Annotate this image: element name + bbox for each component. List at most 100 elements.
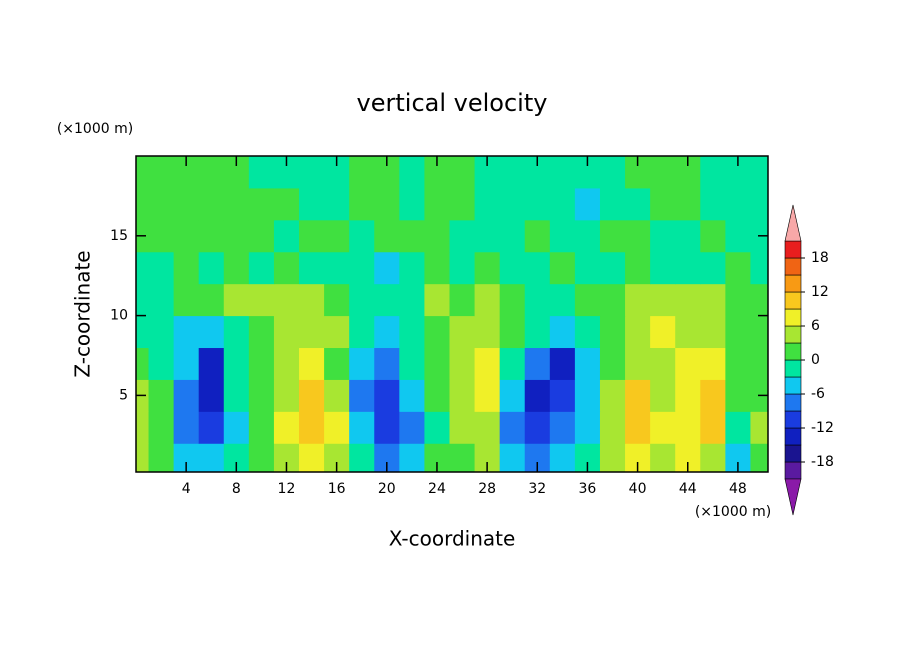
contour-cell <box>374 379 400 412</box>
contour-cell <box>725 187 751 221</box>
contour-cell <box>248 443 275 472</box>
contour-cell <box>273 315 300 349</box>
contour-cell <box>449 156 476 189</box>
contour-cell <box>499 283 526 317</box>
contour-cell <box>650 219 676 253</box>
contour-cell <box>198 411 225 444</box>
contour-cell <box>675 251 701 285</box>
contour-cell <box>424 347 450 380</box>
contour-cell <box>599 411 626 444</box>
contour-cell <box>148 251 175 285</box>
x-tick-label: 28 <box>478 481 496 497</box>
contour-cell <box>273 219 300 253</box>
x-tick-label: 4 <box>182 481 191 497</box>
contour-cell <box>650 443 676 472</box>
contour-cell <box>650 251 676 285</box>
contour-cell <box>574 219 601 253</box>
contour-cell <box>273 347 300 380</box>
contour-cell <box>223 251 250 285</box>
contour-cell <box>299 187 325 221</box>
contour-cell <box>136 347 150 380</box>
contour-cell <box>136 187 150 221</box>
contour-cell <box>449 187 476 221</box>
contour-cell <box>499 219 526 253</box>
y-tick-label: 5 <box>119 387 128 403</box>
contour-cell <box>399 187 425 221</box>
contour-cell <box>574 187 601 221</box>
contour-cell <box>173 315 200 349</box>
contour-cell <box>524 219 551 253</box>
x-tick-label: 16 <box>328 481 346 497</box>
contour-cell <box>399 219 425 253</box>
contour-cell <box>399 251 425 285</box>
contour-cell <box>499 251 526 285</box>
contour-cell <box>599 187 626 221</box>
contour-cell <box>173 219 200 253</box>
colorbar-tick-label: -6 <box>811 386 825 402</box>
contour-cell <box>248 379 275 412</box>
contour-cell <box>725 379 751 412</box>
y-tick-label: 10 <box>110 308 128 324</box>
contour-cell <box>223 187 250 221</box>
x-tick-label: 36 <box>579 481 597 497</box>
contour-cell <box>424 379 450 412</box>
colorbar-band <box>784 308 802 327</box>
contour-cell <box>700 156 726 189</box>
contour-cell <box>148 379 175 412</box>
colorbar-band <box>784 393 802 412</box>
contour-cell <box>750 156 768 189</box>
contour-cell <box>424 283 450 317</box>
contour-cell <box>349 347 375 380</box>
contour-cell <box>675 347 701 380</box>
contour-cell <box>474 411 501 444</box>
colorbar-band <box>784 274 802 293</box>
contour-cell <box>700 315 726 349</box>
contour-cell <box>725 283 751 317</box>
contour-cell <box>700 251 726 285</box>
contour-cell <box>700 347 726 380</box>
chart-title: vertical velocity <box>357 89 548 117</box>
contour-cell <box>750 347 768 380</box>
contour-cell <box>424 411 450 444</box>
colorbar-band <box>784 376 802 395</box>
contour-cell <box>524 347 551 380</box>
colorbar-band <box>784 410 802 429</box>
contour-cell <box>474 251 501 285</box>
x-tick-label: 12 <box>278 481 296 497</box>
contour-field <box>136 156 768 472</box>
x-tick-label: 44 <box>679 481 697 497</box>
colorbar-tick-label: 18 <box>811 250 829 266</box>
contour-cell <box>148 443 175 472</box>
contour-cell <box>474 315 501 349</box>
contour-cell <box>549 411 576 444</box>
contour-cell <box>148 283 175 317</box>
contour-cell <box>248 283 275 317</box>
contour-cell <box>549 219 576 253</box>
contour-cell <box>424 187 450 221</box>
contour-cell <box>424 251 450 285</box>
contour-cell <box>574 315 601 349</box>
contour-cell <box>574 347 601 380</box>
colorbar-tick-label: 6 <box>811 318 820 334</box>
contour-cell <box>599 315 626 349</box>
x-tick-label: 40 <box>629 481 647 497</box>
contour-cell <box>549 251 576 285</box>
contour-cell <box>273 283 300 317</box>
y-tick-label: 15 <box>110 228 128 244</box>
contour-cell <box>349 315 375 349</box>
contour-cell <box>273 187 300 221</box>
contour-cell <box>625 315 651 349</box>
plot-frame <box>135 155 769 473</box>
contour-cell <box>625 219 651 253</box>
contour-cell <box>549 283 576 317</box>
contour-cell <box>725 315 751 349</box>
contour-cell <box>700 443 726 472</box>
contour-cell <box>223 219 250 253</box>
contour-cell <box>700 283 726 317</box>
colorbar-band <box>784 359 802 378</box>
contour-cell <box>399 411 425 444</box>
contour-cell <box>599 219 626 253</box>
contour-cell <box>374 347 400 380</box>
contour-cell <box>349 443 375 472</box>
contour-cell <box>198 187 225 221</box>
